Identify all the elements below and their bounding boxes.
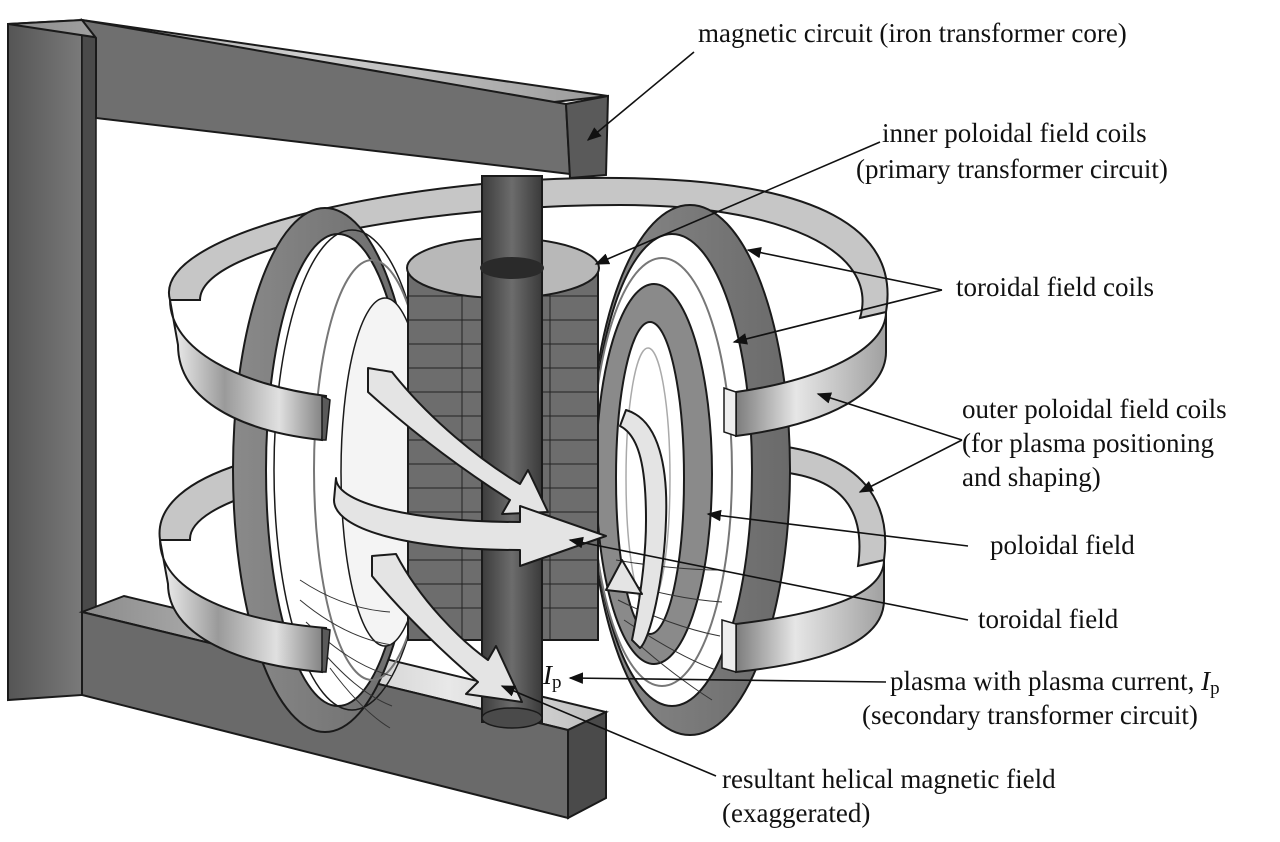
upper-ring-back — [167, 176, 889, 320]
label-plasma-current: plasma with plasma current, Ip — [890, 664, 1220, 706]
outer-pf-line-1: outer poloidal field coils — [962, 394, 1227, 424]
plasma-current-symbol: Ip — [1201, 666, 1220, 699]
plasma-current-symbol-i: I — [1201, 666, 1211, 696]
leader-toroidal-2 — [732, 289, 943, 345]
toroidal-field-arrow — [333, 477, 607, 567]
lower-ring-front-right — [735, 559, 885, 674]
label-toroidal-field-coils: toroidal field coils — [956, 270, 1154, 304]
lower-ring-end-right — [721, 619, 737, 673]
outer-pf-line-2: (for plasma positioning — [962, 428, 1214, 458]
label-inner-poloidal-field-coils: inner poloidal field coils — [882, 116, 1147, 150]
core-left-leg — [7, 18, 83, 702]
inner-pf-line-2: (primary transformer circuit) — [856, 154, 1168, 184]
ip-marker: Ip — [543, 660, 562, 698]
plasma-current-symbol-sub: p — [1210, 678, 1220, 699]
toroidal-coils-text: toroidal field coils — [956, 272, 1154, 302]
leader-poloidal-field — [706, 509, 969, 547]
leader-inner-pf — [594, 141, 881, 265]
toroidal-field-text: toroidal field — [978, 604, 1119, 634]
lower-ring-end-left — [321, 627, 331, 673]
leader-toroidal-field — [568, 536, 969, 621]
helical-line-1: resultant helical magnetic field — [722, 764, 1056, 794]
leader-plasma — [568, 672, 887, 684]
poloidal-field-arrowhead — [605, 559, 643, 595]
plasma-line-2: (secondary transformer circuit) — [862, 700, 1198, 730]
ip-marker-i: I — [543, 660, 552, 690]
leader-toroidal-1 — [746, 246, 943, 291]
label-secondary-circuit: (secondary transformer circuit) — [862, 698, 1198, 732]
magnetic-circuit-text: magnetic circuit (iron transformer core) — [698, 18, 1127, 48]
ip-marker-sub: p — [552, 672, 562, 693]
label-toroidal-field: toroidal field — [978, 602, 1118, 636]
leader-lines — [500, 51, 969, 777]
plasma-line-1: plasma with plasma current, Ip — [890, 664, 1220, 706]
inner-pf-line-1: inner poloidal field coils — [882, 118, 1147, 148]
core-bottom-beam-end — [567, 710, 607, 820]
outer-pf-line-3: and shaping) — [962, 462, 1101, 492]
central-iron-column — [480, 175, 544, 729]
plasma-line-1-text: plasma with plasma current, — [890, 666, 1202, 696]
label-poloidal-field: poloidal field — [990, 528, 1135, 562]
upper-ring-end-right — [723, 386, 737, 438]
leader-outer-pf-1 — [816, 392, 963, 441]
core-left-leg-side — [81, 17, 97, 696]
core-top-beam-front — [79, 18, 572, 176]
label-resultant-helical-field: resultant helical magnetic field (exagge… — [722, 762, 1056, 830]
label-magnetic-circuit: magnetic circuit (iron transformer core) — [698, 16, 1127, 50]
helical-arrow-upper — [367, 367, 549, 515]
helical-arrow-lower — [371, 553, 523, 703]
toroidal-field-coils-left — [232, 207, 431, 733]
upper-ring-front-right — [735, 311, 887, 438]
label-inner-poloidal-field-coils-sub: (primary transformer circuit) — [856, 152, 1168, 186]
field-arrows — [333, 367, 668, 703]
core-top-beam-end — [564, 94, 610, 180]
leader-outer-pf-2 — [858, 439, 963, 493]
lower-ring-back-right — [779, 444, 887, 568]
leader-magnetic-circuit — [586, 51, 695, 141]
label-outer-poloidal-field-coils: outer poloidal field coils (for plasma p… — [962, 392, 1227, 494]
poloidal-field-text: poloidal field — [990, 530, 1135, 560]
poloidal-field-arrow — [619, 409, 668, 649]
helical-line-2: (exaggerated) — [722, 798, 871, 828]
outer-poloidal-rings-front — [159, 299, 887, 674]
upper-ring-end-left — [321, 394, 331, 441]
leader-helical — [500, 685, 717, 777]
